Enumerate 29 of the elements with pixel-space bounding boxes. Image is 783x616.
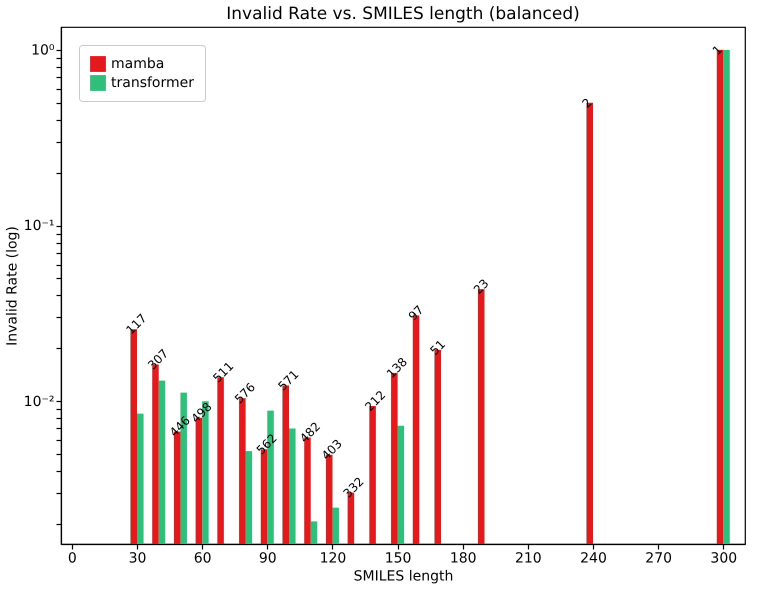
x-tick-label: 90 (258, 550, 277, 566)
x-tick-label: 210 (514, 550, 542, 566)
x-tick-label: 120 (320, 550, 346, 566)
annotation: 511 (210, 359, 236, 386)
x-tick-label: 270 (645, 550, 672, 566)
x-tick-label: 240 (580, 550, 607, 566)
y-tick-label: 10⁻¹ (24, 218, 54, 234)
x-tick-label: 150 (384, 550, 412, 566)
x-tick-label: 180 (450, 550, 477, 566)
annotation: 138 (384, 354, 410, 381)
x-tick-label: 0 (68, 550, 77, 566)
x-axis-title: SMILES length (354, 568, 454, 584)
annotation: 97 (406, 302, 426, 324)
y-tick-label: 10⁰ (31, 42, 55, 58)
annotation: 51 (427, 337, 448, 358)
legend-label: transformer (111, 75, 194, 91)
annotation: 1 (710, 42, 725, 58)
annotation: 562 (254, 431, 280, 458)
y-axis-title: Invalid Rate (log) (4, 226, 21, 346)
chart-title: Invalid Rate vs. SMILES length (balanced) (226, 4, 580, 24)
legend-label: mamba (111, 56, 164, 72)
x-tick-label: 300 (710, 550, 738, 566)
x-tick-label: 30 (128, 550, 146, 566)
annotation: 332 (340, 474, 367, 501)
x-tick-label: 60 (194, 550, 212, 566)
y-tick-label: 10⁻² (24, 394, 54, 410)
annotation: 2 (579, 95, 595, 111)
annotation: 23 (470, 276, 492, 298)
annotation: 571 (275, 367, 302, 394)
